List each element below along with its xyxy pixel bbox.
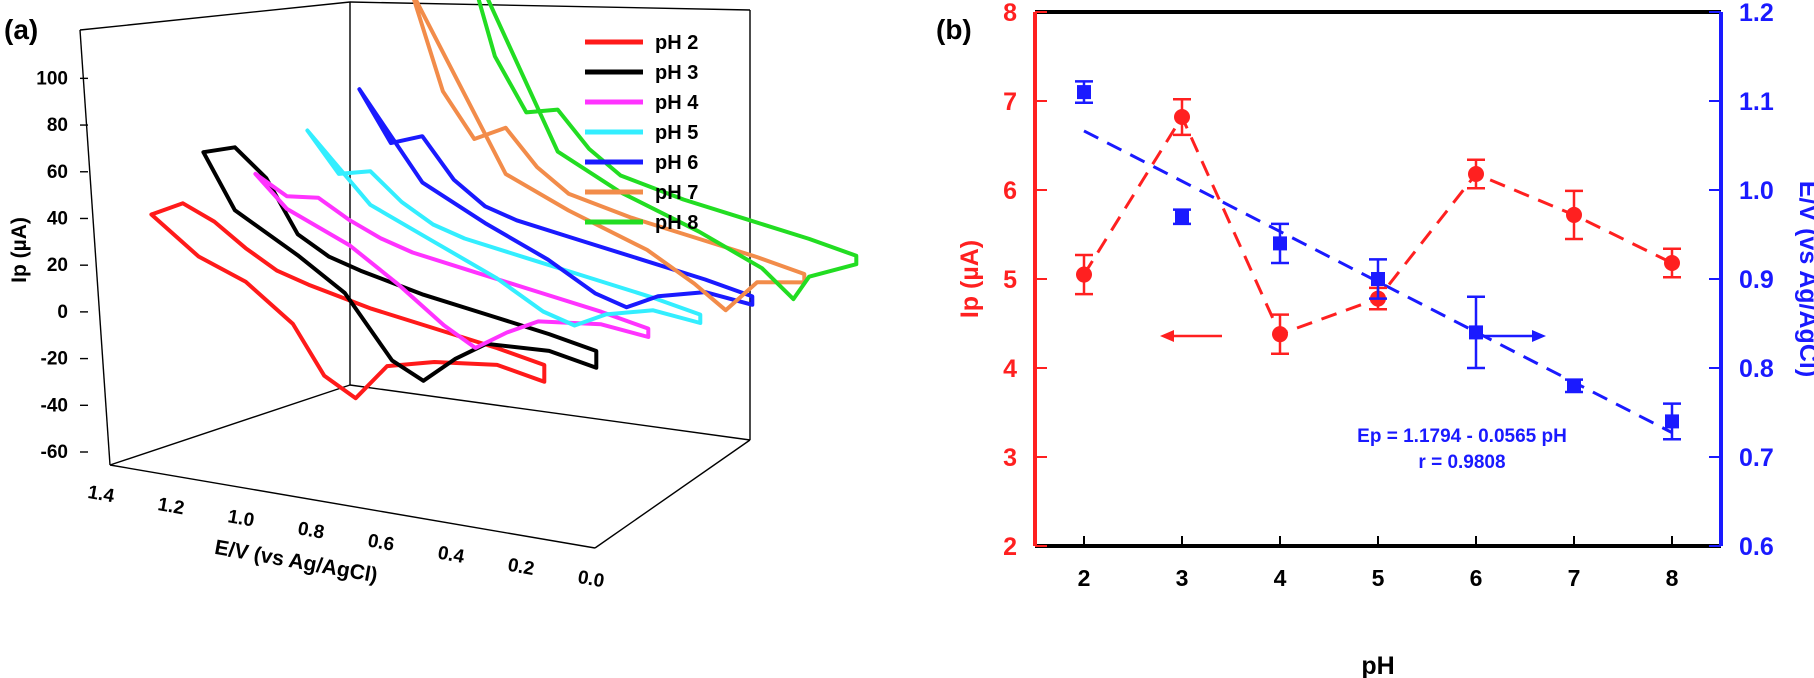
z-tick-label: 80 bbox=[47, 115, 68, 136]
left-axis-label: Ip (µA) bbox=[956, 240, 984, 318]
x-tick-label: 1.2 bbox=[156, 494, 186, 519]
x-tick-label: 5 bbox=[1372, 565, 1385, 591]
x-tick-label: 0.4 bbox=[436, 543, 466, 568]
z-tick-label: -40 bbox=[41, 395, 68, 416]
ep-point bbox=[1077, 85, 1091, 100]
right-tick-label: 0.9 bbox=[1739, 266, 1774, 294]
box-edge bbox=[79, 29, 111, 466]
chart-a-waterfall: 100 80 60 40 20 0 -20 -40 -60 Ip (µA) 1.4 1.2 1.0 0.8… bbox=[8, 0, 859, 592]
ep-point bbox=[1665, 414, 1679, 429]
ip-point bbox=[1272, 326, 1288, 343]
ep-point bbox=[1175, 209, 1189, 224]
legend-label: pH 8 bbox=[655, 212, 698, 234]
legend-label: pH 7 bbox=[655, 182, 698, 204]
left-tick-label: 2 bbox=[1003, 533, 1017, 561]
box-edge bbox=[109, 464, 596, 549]
cv-curve-ph-4 bbox=[253, 171, 651, 350]
cv-curve-ph-2 bbox=[149, 201, 547, 401]
z-tick-label: 60 bbox=[47, 162, 68, 183]
z-tick-label: 100 bbox=[36, 68, 68, 89]
x-tick-label: 1.4 bbox=[86, 482, 116, 507]
right-tick-label: 0.8 bbox=[1739, 355, 1774, 383]
cv-curve-ph-5 bbox=[305, 128, 703, 328]
ep-point bbox=[1567, 378, 1581, 393]
ip-point bbox=[1076, 266, 1092, 283]
ep-point bbox=[1469, 325, 1483, 340]
left-tick-label: 8 bbox=[1003, 0, 1017, 27]
x-tick-label: 0.2 bbox=[506, 555, 536, 580]
right-tick-label: 0.6 bbox=[1739, 533, 1774, 561]
panel-a-label: (a) bbox=[4, 14, 39, 45]
z-axis-label: Ip (µA) bbox=[8, 217, 31, 283]
ip-point bbox=[1566, 206, 1582, 223]
red-arrow-head bbox=[1160, 330, 1174, 342]
left-tick-label: 3 bbox=[1003, 444, 1017, 472]
right-tick-label: 0.7 bbox=[1739, 444, 1774, 472]
cv-curve-ph-8 bbox=[476, 0, 859, 302]
left-tick-label: 7 bbox=[1003, 88, 1017, 116]
right-tick-label: 1.1 bbox=[1739, 88, 1774, 116]
box-edge bbox=[594, 439, 751, 549]
legend-label: pH 5 bbox=[655, 122, 698, 144]
z-tick-label: 0 bbox=[57, 302, 68, 323]
legend-label: pH 2 bbox=[655, 32, 698, 54]
x-tick-label: 2 bbox=[1078, 565, 1091, 591]
x-tick-label: 0.0 bbox=[576, 567, 606, 592]
z-tick-label: -60 bbox=[41, 442, 68, 463]
right-tick-label: 1.2 bbox=[1739, 0, 1774, 27]
box-edge bbox=[79, 1, 351, 31]
x-tick-label: 1.0 bbox=[226, 506, 256, 531]
x-axis-label: pH bbox=[1361, 652, 1394, 678]
right-tick-label: 1.0 bbox=[1739, 177, 1774, 205]
ip-point bbox=[1174, 109, 1190, 126]
panel-b-label: (b) bbox=[936, 14, 972, 45]
right-axis-label: E/V (vs Ag/AgCl) bbox=[1794, 181, 1814, 377]
left-tick-label: 4 bbox=[1003, 355, 1017, 383]
z-tick-label: -20 bbox=[41, 349, 68, 370]
x-tick-label: 8 bbox=[1666, 565, 1679, 591]
x-tick-label: 7 bbox=[1568, 565, 1581, 591]
x-tick-label: 0.6 bbox=[366, 531, 396, 556]
box-edge bbox=[109, 384, 351, 466]
ep-point bbox=[1273, 236, 1287, 251]
fit-equation: Ep = 1.1794 - 0.0565 pH bbox=[1357, 426, 1567, 447]
box-edge bbox=[349, 384, 751, 441]
left-tick-label: 5 bbox=[1003, 266, 1017, 294]
ep-point bbox=[1371, 272, 1385, 286]
fit-correlation: r = 0.9808 bbox=[1418, 452, 1505, 473]
x-tick-label: 3 bbox=[1176, 565, 1189, 591]
x-tick-label: 4 bbox=[1274, 565, 1287, 591]
legend-label: pH 6 bbox=[655, 152, 698, 174]
cv-curve-ph-7 bbox=[412, 0, 807, 313]
legend-label: pH 4 bbox=[655, 92, 699, 114]
cv-curve-ph-6 bbox=[357, 87, 755, 310]
x-tick-label: 6 bbox=[1470, 565, 1483, 591]
blue-arrow-head bbox=[1532, 330, 1546, 342]
ip-point bbox=[1664, 254, 1680, 271]
cv-curve-ph-3 bbox=[201, 145, 599, 383]
ip-point bbox=[1468, 165, 1484, 182]
z-tick-label: 40 bbox=[47, 208, 68, 229]
z-tick-label: 20 bbox=[47, 255, 68, 276]
left-tick-label: 6 bbox=[1003, 177, 1017, 205]
x-tick-label: 0.8 bbox=[296, 518, 326, 543]
legend-label: pH 3 bbox=[655, 62, 698, 84]
